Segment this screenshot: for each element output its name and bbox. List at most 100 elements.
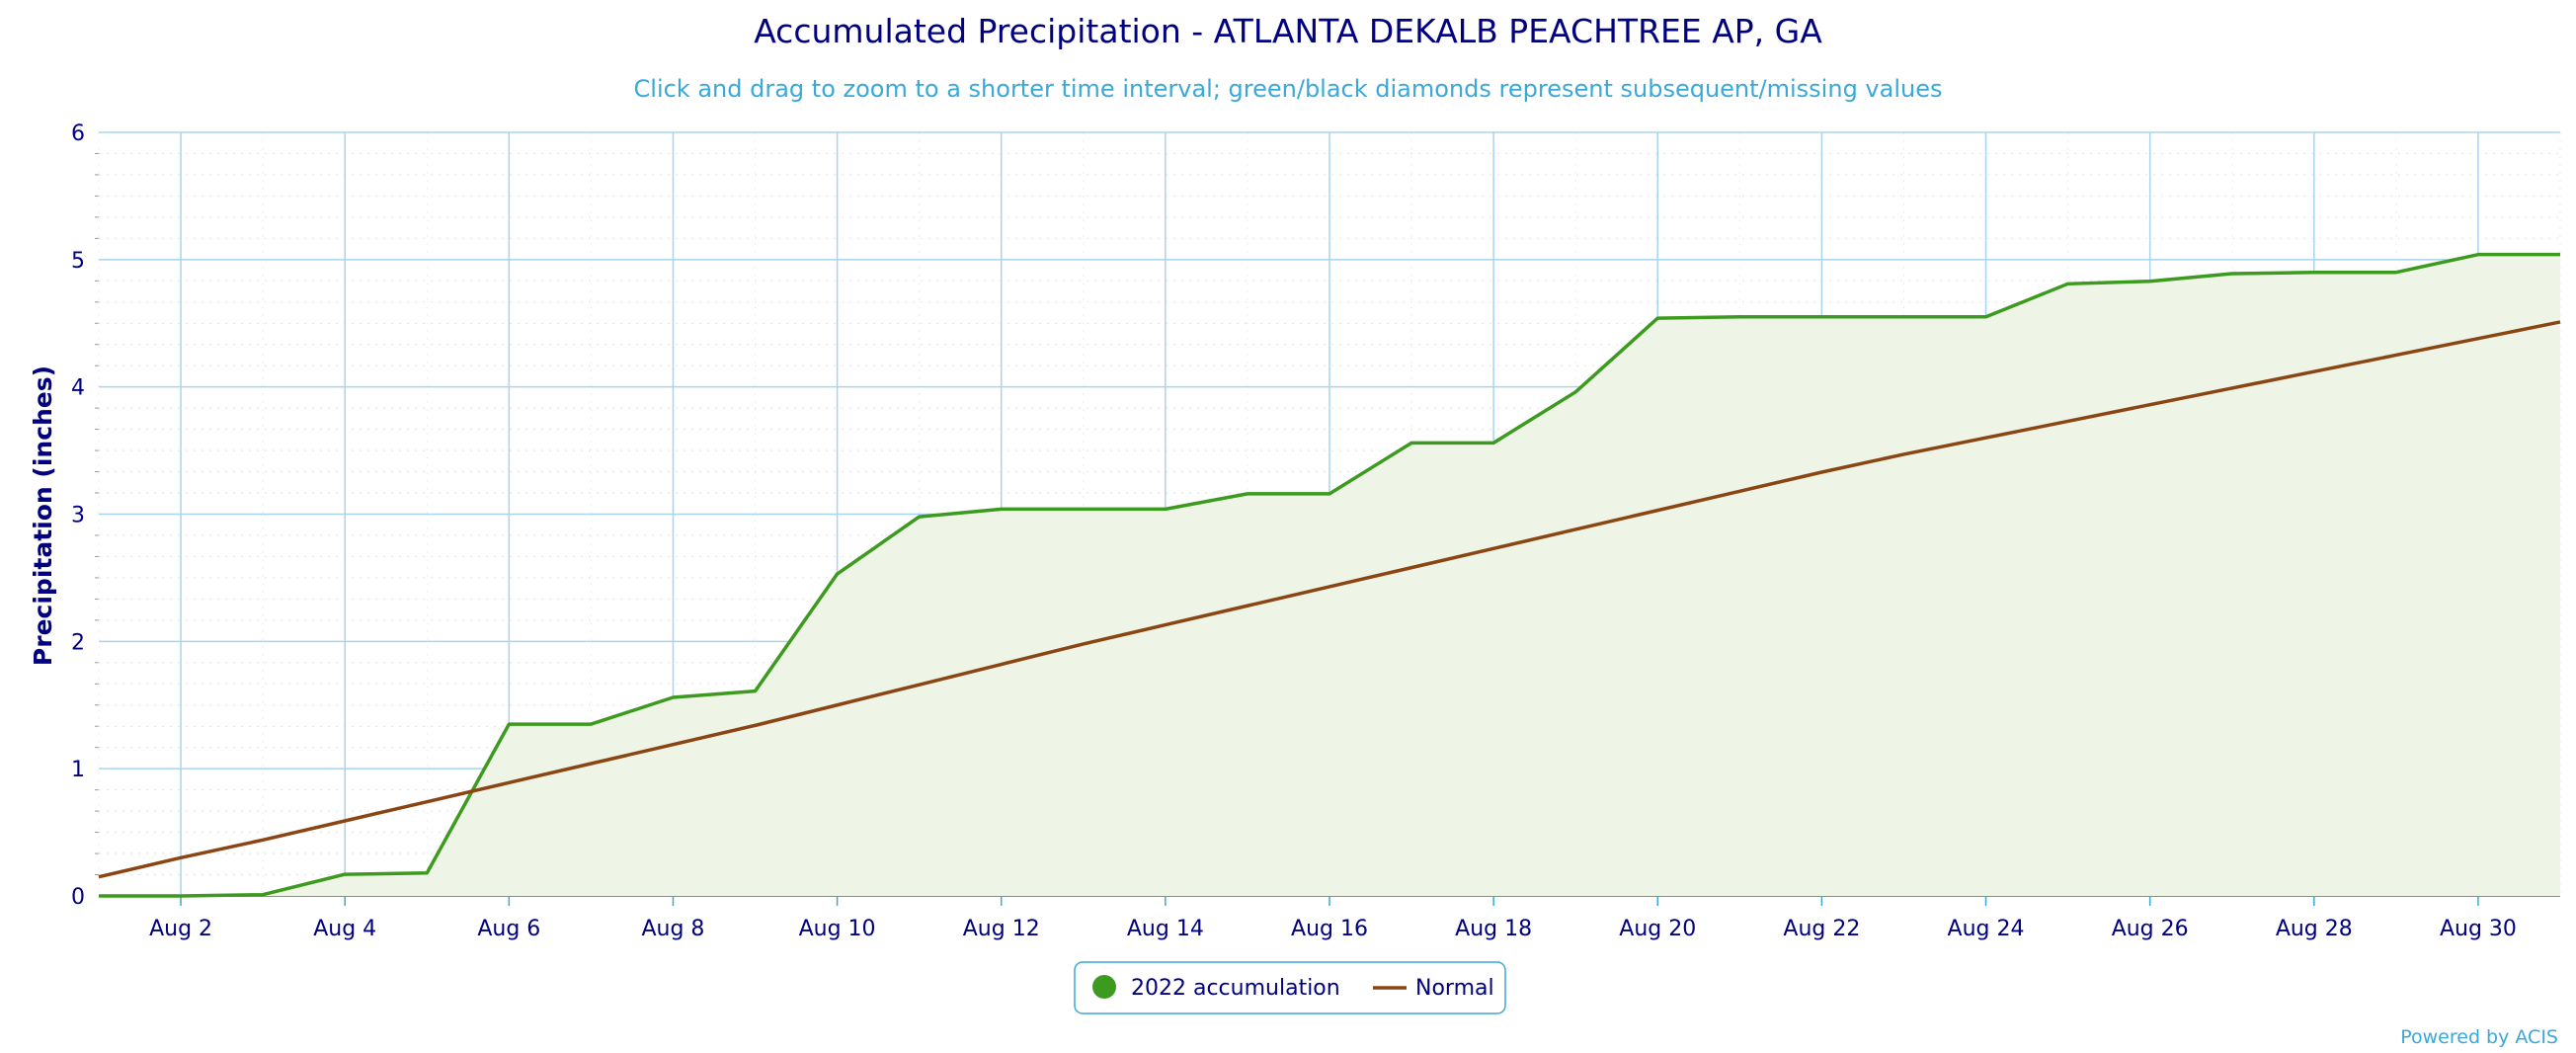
data-point[interactable]	[1407, 438, 1416, 447]
y-tick-label: 4	[71, 376, 85, 401]
data-point[interactable]	[1243, 601, 1252, 610]
data-point[interactable]	[997, 660, 1006, 670]
x-tick-label: Aug 22	[1783, 917, 1860, 941]
data-point[interactable]	[1652, 313, 1662, 323]
data-point[interactable]	[2473, 334, 2483, 344]
y-tick-label: 6	[71, 122, 85, 146]
y-axis-title: Precipitation (inches)	[29, 365, 57, 666]
data-point[interactable]	[1079, 639, 1088, 649]
y-tick-label: 2	[71, 630, 85, 655]
x-tick-label: Aug 4	[313, 917, 376, 941]
x-tick-label: Aug 30	[2440, 917, 2517, 941]
data-point[interactable]	[176, 891, 186, 901]
data-point[interactable]	[1734, 486, 1744, 496]
data-point[interactable]	[2063, 416, 2073, 426]
x-tick-label: Aug 24	[1948, 917, 2025, 941]
chart-subtitle: Click and drag to zoom to a shorter time…	[634, 75, 1943, 103]
data-point[interactable]	[586, 759, 596, 769]
data-point[interactable]	[504, 777, 514, 787]
legend-item-2022-accumulation[interactable]: 2022 accumulation	[1092, 975, 1340, 1001]
legend[interactable]: 2022 accumulation Normal	[1074, 961, 1506, 1014]
y-tick-label: 1	[71, 758, 85, 782]
y-tick-label: 3	[71, 504, 85, 528]
data-point[interactable]	[2227, 383, 2237, 393]
legend-box	[1074, 961, 1506, 1014]
data-point[interactable]	[668, 692, 678, 702]
data-point[interactable]	[1570, 525, 1580, 534]
data-point[interactable]	[915, 512, 925, 522]
data-point[interactable]	[1570, 387, 1580, 397]
data-point[interactable]	[2391, 350, 2401, 360]
x-tick-label: Aug 18	[1455, 917, 1532, 941]
x-tick-label: Aug 8	[641, 917, 704, 941]
x-tick-label: Aug 10	[799, 917, 876, 941]
data-point[interactable]	[258, 835, 268, 845]
x-tick-label: Aug 26	[2112, 917, 2189, 941]
data-point[interactable]	[504, 719, 514, 729]
credits-link[interactable]: Powered by ACIS	[2400, 1026, 2558, 1048]
data-point[interactable]	[258, 890, 268, 900]
data-point[interactable]	[94, 872, 104, 882]
data-point[interactable]	[2309, 268, 2319, 278]
legend-label-2022-accumulation: 2022 accumulation	[1131, 976, 1340, 1001]
chart-title: Accumulated Precipitation - ATLANTA DEKA…	[754, 12, 1822, 50]
y-tick-label: 0	[71, 885, 85, 910]
data-point[interactable]	[668, 740, 678, 750]
legend-label-normal: Normal	[1415, 976, 1494, 1001]
data-point[interactable]	[1489, 438, 1498, 447]
legend-symbol-circle	[1092, 975, 1116, 999]
data-point[interactable]	[1161, 504, 1170, 514]
data-point[interactable]	[1407, 563, 1416, 573]
data-point[interactable]	[2145, 277, 2155, 286]
x-tick-label: Aug 20	[1619, 917, 1696, 941]
x-tick-label: Aug 6	[477, 917, 540, 941]
data-point[interactable]	[2145, 400, 2155, 410]
data-point[interactable]	[1079, 504, 1088, 514]
data-point[interactable]	[1325, 489, 1334, 499]
data-point[interactable]	[2555, 250, 2565, 260]
data-point[interactable]	[340, 869, 350, 879]
data-point[interactable]	[176, 852, 186, 862]
data-point[interactable]	[340, 816, 350, 826]
data-point[interactable]	[997, 504, 1006, 514]
data-point[interactable]	[2473, 250, 2483, 260]
data-point[interactable]	[833, 569, 843, 579]
x-tick-label: Aug 12	[963, 917, 1040, 941]
series-line-2022-accumulation[interactable]	[99, 252, 2560, 898]
data-point[interactable]	[1981, 312, 1991, 322]
data-point[interactable]	[1898, 449, 1908, 459]
data-point[interactable]	[2555, 317, 2565, 327]
data-point[interactable]	[1325, 582, 1334, 592]
x-tick-label: Aug 16	[1291, 917, 1368, 941]
data-point[interactable]	[1161, 620, 1170, 630]
data-point[interactable]	[751, 687, 761, 696]
data-point[interactable]	[1652, 506, 1662, 516]
x-tick-label: Aug 28	[2276, 917, 2353, 941]
data-point[interactable]	[1816, 467, 1826, 477]
data-point[interactable]	[422, 797, 432, 807]
data-point[interactable]	[1898, 312, 1908, 322]
plot-area[interactable]: 0 1 2 3 4 5 6 Aug 2 Aug 4 Aug 6 Aug 8 Aug 10 Aug 12 A…	[71, 122, 2565, 941]
data-point[interactable]	[1981, 433, 1991, 443]
data-point[interactable]	[94, 891, 104, 901]
data-point[interactable]	[751, 720, 761, 730]
x-tick-label: Aug 2	[149, 917, 212, 941]
data-point[interactable]	[2063, 279, 2073, 288]
data-point[interactable]	[1816, 312, 1826, 322]
data-point[interactable]	[1489, 543, 1498, 553]
y-tick-label: 5	[71, 249, 85, 274]
data-point[interactable]	[2391, 268, 2401, 278]
data-point[interactable]	[2227, 269, 2237, 279]
data-point[interactable]	[833, 700, 843, 710]
data-point[interactable]	[915, 680, 925, 689]
data-point[interactable]	[2309, 366, 2319, 376]
data-point[interactable]	[586, 719, 596, 729]
x-tick-label: Aug 14	[1127, 917, 1204, 941]
data-point[interactable]	[422, 868, 432, 878]
series-line-normal[interactable]	[98, 320, 2561, 879]
legend-item-normal[interactable]: Normal	[1373, 976, 1494, 1001]
data-point[interactable]	[1734, 312, 1744, 322]
data-point[interactable]	[1243, 489, 1252, 499]
